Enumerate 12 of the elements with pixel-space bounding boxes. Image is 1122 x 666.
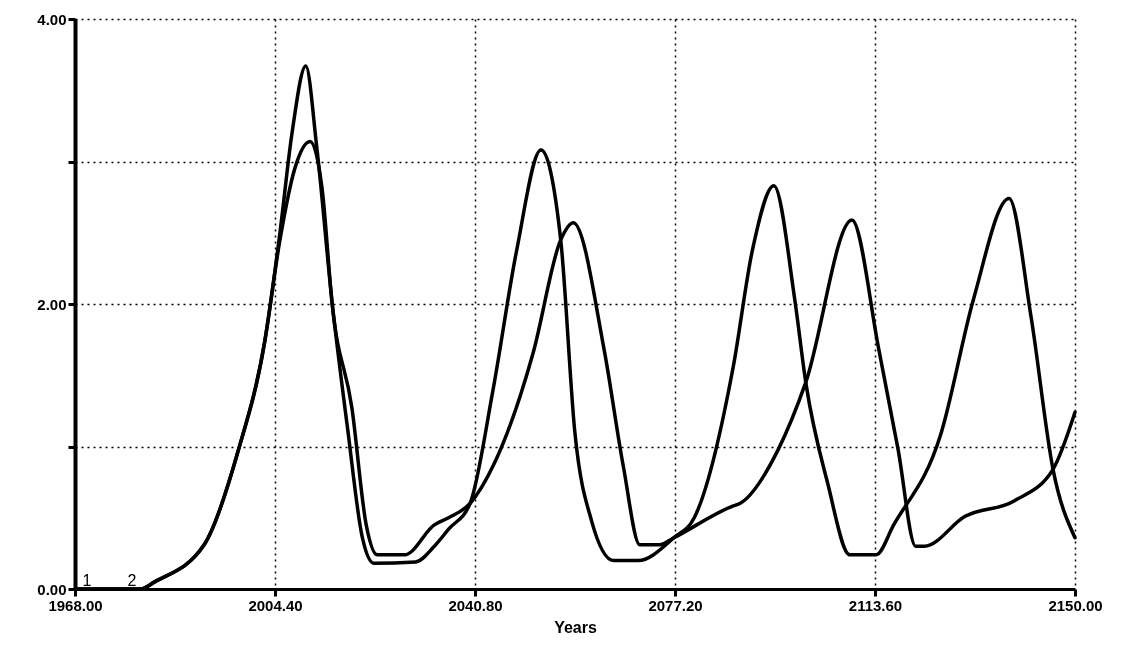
y-tick-label: 4.00 [37, 10, 67, 28]
x-axis-title: Years [554, 618, 597, 636]
x-tick-label: 2040.80 [448, 596, 503, 614]
x-tick-label: 1968.00 [48, 596, 103, 614]
series-label: 1 [82, 572, 92, 589]
series-label: 2 [127, 572, 137, 589]
x-tick-label: 2113.60 [848, 596, 903, 614]
x-tick-label: 2150.00 [1048, 596, 1103, 614]
x-tick-label: 2077.20 [648, 596, 703, 614]
y-tick-label: 0.00 [37, 580, 67, 598]
x-tick-label: 2004.40 [248, 596, 303, 614]
y-tick-label: 2.00 [37, 295, 67, 313]
